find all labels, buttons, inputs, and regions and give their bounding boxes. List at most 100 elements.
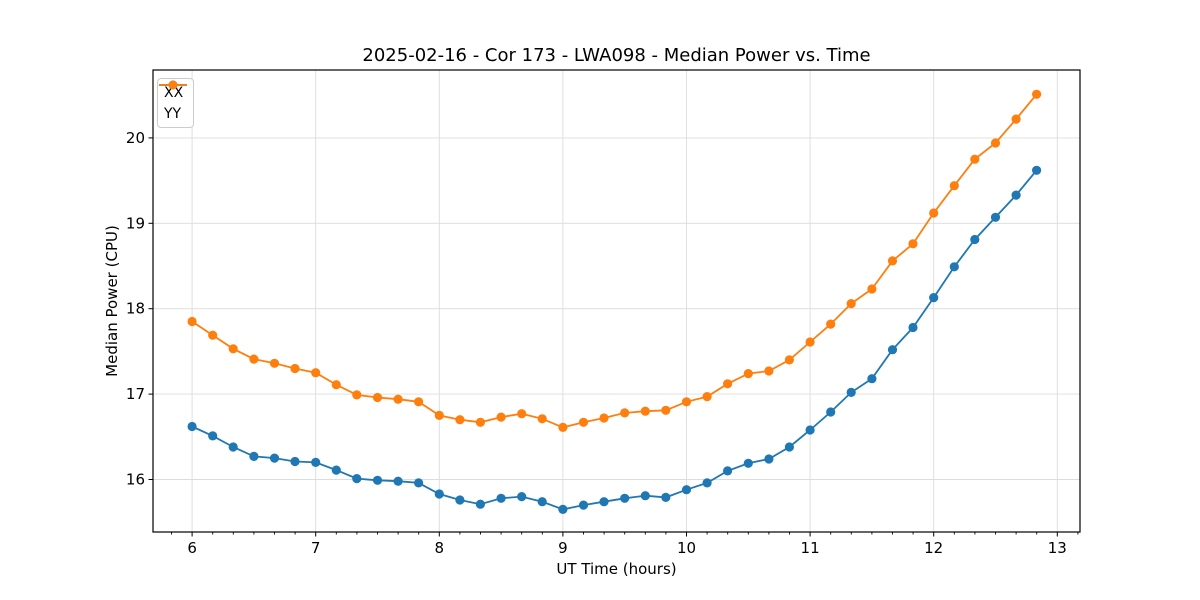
- data-point-marker: [723, 466, 733, 476]
- data-point-marker: [1011, 190, 1021, 200]
- data-point-marker: [578, 417, 589, 427]
- gridlines: [153, 70, 1080, 532]
- x-tick-label: 7: [311, 539, 321, 557]
- data-point-marker: [517, 409, 527, 419]
- y-tick-label: 18: [126, 300, 145, 318]
- data-point-marker: [599, 413, 609, 423]
- legend: XX YY: [157, 78, 195, 128]
- data-point-marker: [208, 431, 218, 441]
- x-tick-label: 11: [801, 539, 820, 557]
- data-point-marker: [455, 495, 465, 505]
- y-tick-label: 20: [126, 129, 145, 147]
- legend-item-yy: YY: [159, 80, 187, 123]
- data-point-marker: [620, 493, 630, 503]
- x-axis-ticks: 6 7 8 9 10 11 12 13: [187, 532, 1067, 557]
- data-point-marker: [331, 380, 341, 390]
- y-tick-label: 19: [126, 214, 145, 232]
- x-tick-label: 9: [558, 539, 568, 557]
- yy-line-marker-icon: [159, 80, 187, 90]
- data-point-marker: [743, 369, 753, 379]
- data-point-marker: [352, 474, 362, 484]
- x-tick-label: 8: [435, 539, 445, 557]
- data-point-marker: [764, 366, 774, 376]
- data-point-marker: [290, 456, 300, 467]
- data-point-marker: [887, 345, 898, 355]
- data-point-marker: [269, 358, 280, 368]
- data-point-marker: [249, 354, 259, 364]
- x-tick-label: 10: [677, 539, 696, 557]
- data-point-marker: [311, 368, 321, 378]
- data-point-marker: [784, 442, 795, 452]
- data-point-marker: [455, 415, 465, 425]
- data-point-marker: [929, 208, 939, 218]
- data-point-marker: [867, 374, 877, 384]
- data-point-marker: [208, 330, 218, 340]
- data-point-marker: [887, 256, 898, 266]
- data-point-marker: [1032, 165, 1042, 175]
- data-point-marker: [475, 417, 485, 427]
- data-point-marker: [990, 212, 1001, 222]
- data-point-marker: [640, 406, 650, 416]
- data-point-marker: [846, 299, 856, 309]
- data-point-marker: [805, 337, 815, 347]
- data-point-marker: [681, 485, 692, 495]
- data-point-marker: [558, 504, 568, 514]
- data-point-marker: [805, 425, 815, 435]
- data-point-marker: [228, 442, 238, 452]
- x-tick-label: 13: [1048, 539, 1067, 557]
- data-point-marker: [908, 239, 918, 249]
- data-point-marker: [228, 344, 238, 354]
- x-tick-label: 6: [187, 539, 197, 557]
- data-point-marker: [372, 475, 383, 485]
- data-point-marker: [269, 453, 280, 463]
- series-xx: [187, 165, 1042, 514]
- plot-border: [152, 69, 1081, 533]
- data-point-marker: [620, 408, 630, 418]
- legend-label-xx: XX: [164, 84, 184, 101]
- series-line: [191, 169, 1038, 511]
- x-axis-minor-ticks: [171, 532, 1079, 535]
- data-point-marker: [661, 405, 671, 415]
- data-point-marker: [311, 457, 321, 467]
- data-point-marker: [723, 379, 733, 389]
- data-point-marker: [640, 491, 650, 501]
- data-point-marker: [784, 355, 795, 365]
- data-point-marker: [949, 181, 959, 191]
- y-axis-label: Median Power (CPU): [103, 225, 121, 377]
- data-point-marker: [352, 390, 362, 400]
- data-point-marker: [661, 492, 671, 502]
- data-point-marker: [496, 412, 506, 422]
- data-point-marker: [846, 387, 856, 397]
- data-point-marker: [599, 497, 609, 507]
- data-point-marker: [414, 397, 424, 407]
- y-tick-label: 16: [126, 471, 145, 489]
- data-point-marker: [970, 234, 980, 245]
- legend-label-yy: YY: [164, 105, 182, 122]
- data-point-marker: [867, 284, 877, 294]
- data-point-marker: [537, 497, 547, 507]
- chart-title: 2025-02-16 - Cor 173 - LWA098 - Median P…: [362, 45, 871, 66]
- x-axis-label: UT Time (hours): [556, 560, 677, 578]
- data-point-marker: [970, 154, 980, 164]
- data-point-marker: [681, 397, 692, 407]
- data-point-marker: [1011, 114, 1021, 124]
- data-point-marker: [372, 392, 383, 403]
- data-point-marker: [537, 414, 547, 424]
- data-point-marker: [475, 499, 485, 509]
- data-point-marker: [908, 322, 918, 333]
- data-point-marker: [949, 262, 959, 272]
- data-point-marker: [331, 465, 341, 475]
- data-point-marker: [496, 493, 506, 503]
- data-point-marker: [764, 454, 774, 464]
- data-point-marker: [1032, 89, 1042, 99]
- data-point-marker: [826, 407, 836, 417]
- data-point-marker: [290, 363, 300, 374]
- data-point-marker: [826, 319, 836, 329]
- data-point-marker: [578, 500, 589, 510]
- y-tick-label: 17: [126, 385, 145, 403]
- y-axis-ticks: 16 17 18 19 20: [126, 129, 153, 489]
- data-point-marker: [434, 489, 444, 499]
- data-point-marker: [702, 478, 712, 488]
